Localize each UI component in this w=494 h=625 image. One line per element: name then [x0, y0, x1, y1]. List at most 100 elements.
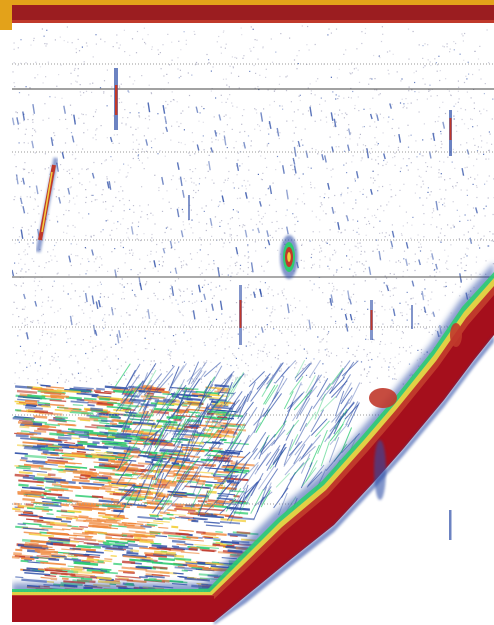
noise-speck: [391, 196, 393, 198]
noise-speck: [252, 229, 254, 231]
noise-speck: [242, 329, 244, 331]
school-streak: [151, 574, 170, 577]
fish-mark: [421, 290, 425, 301]
noise-speck: [363, 369, 365, 371]
noise-speck: [423, 236, 425, 238]
noise-speck: [77, 361, 79, 363]
noise-speck: [462, 40, 464, 42]
school-streak: [108, 458, 116, 462]
school-streak: [146, 392, 154, 395]
noise-speck: [427, 300, 429, 302]
noise-speck: [74, 67, 76, 70]
noise-speck: [363, 264, 365, 266]
fish-mark: [58, 197, 62, 204]
school-streak: [228, 516, 255, 521]
school-streak: [42, 451, 59, 455]
noise-speck: [231, 320, 233, 322]
noise-speck: [349, 249, 351, 251]
noise-speck: [408, 363, 411, 365]
noise-speck: [249, 380, 252, 382]
school-streak: [178, 515, 195, 519]
school-streak: [228, 489, 245, 493]
noise-speck: [236, 235, 238, 237]
noise-speck: [92, 137, 94, 139]
noise-speck: [202, 121, 204, 123]
noise-speck: [292, 213, 294, 215]
noise-speck: [250, 140, 252, 142]
noise-speck: [221, 220, 223, 222]
noise-speck: [359, 133, 361, 135]
fan-streak: [223, 381, 233, 405]
noise-speck: [376, 315, 378, 317]
noise-speck: [42, 82, 44, 84]
school-streak: [236, 531, 251, 535]
fan-streak: [224, 439, 242, 464]
fish-mark: [16, 117, 20, 125]
noise-speck: [229, 218, 232, 220]
fish-mark: [11, 269, 15, 277]
school-streak: [50, 571, 76, 576]
noise-speck: [80, 372, 82, 374]
noise-speck: [238, 217, 240, 220]
noise-speck: [421, 293, 423, 295]
school-streak: [136, 489, 151, 494]
noise-speck: [310, 105, 312, 107]
noise-speck: [39, 356, 42, 358]
fan-streak: [283, 439, 294, 466]
noise-speck: [230, 275, 232, 277]
noise-speck: [301, 314, 303, 316]
noise-speck: [333, 306, 335, 308]
school-streak: [22, 441, 46, 446]
school-streak: [136, 521, 150, 524]
school-streak: [26, 495, 40, 498]
school-streak: [96, 387, 105, 391]
school-streak: [11, 555, 20, 559]
noise-speck: [211, 235, 213, 237]
noise-speck: [268, 133, 270, 135]
noise-speck: [416, 156, 418, 158]
school-streak: [68, 537, 77, 539]
noise-speck: [154, 315, 156, 317]
noise-speck: [236, 273, 238, 275]
noise-speck: [188, 223, 190, 225]
noise-speck: [63, 290, 65, 292]
noise-speck: [55, 242, 57, 244]
school-streak: [18, 504, 34, 509]
school-streak: [161, 532, 181, 536]
noise-speck: [60, 373, 62, 375]
noise-speck: [157, 270, 159, 272]
noise-speck: [139, 272, 141, 274]
fan-streak: [144, 369, 157, 391]
noise-speck: [25, 62, 27, 64]
fish-mark: [257, 227, 260, 234]
noise-speck: [261, 350, 264, 352]
fish-mark: [368, 266, 372, 276]
noise-speck: [198, 183, 200, 185]
noise-speck: [228, 346, 230, 348]
fan-streak: [202, 386, 217, 402]
noise-speck: [363, 368, 366, 370]
fan-streak: [115, 389, 134, 412]
noise-speck: [206, 360, 208, 362]
noise-speck: [90, 235, 92, 237]
noise-speck: [210, 281, 212, 284]
fish-mark: [223, 135, 227, 146]
noise-speck: [415, 140, 417, 142]
noise-speck: [245, 313, 247, 315]
noise-speck: [358, 137, 361, 139]
noise-speck: [136, 234, 138, 236]
fan-streak: [115, 461, 132, 485]
school-streak: [80, 577, 93, 581]
noise-speck: [119, 86, 121, 88]
school-streak: [79, 507, 106, 511]
school-streak: [79, 477, 88, 480]
school-streak: [89, 431, 102, 435]
noise-speck: [383, 250, 385, 252]
noise-speck: [365, 260, 367, 262]
noise-speck: [276, 131, 278, 133]
school-streak: [224, 515, 243, 519]
noise-speck: [418, 315, 420, 317]
noise-speck: [373, 226, 375, 228]
seabed-bump: [450, 323, 462, 347]
noise-speck: [280, 33, 282, 35]
